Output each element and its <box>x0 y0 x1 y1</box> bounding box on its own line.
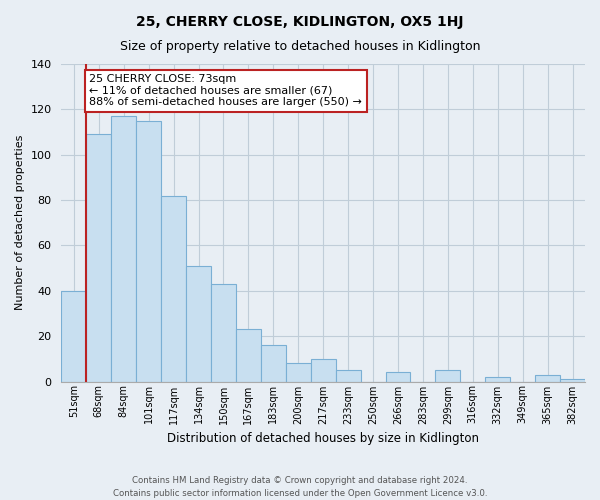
X-axis label: Distribution of detached houses by size in Kidlington: Distribution of detached houses by size … <box>167 432 479 445</box>
Bar <box>535 374 560 382</box>
Bar <box>111 116 136 382</box>
Bar <box>86 134 111 382</box>
Y-axis label: Number of detached properties: Number of detached properties <box>15 135 25 310</box>
Text: Size of property relative to detached houses in Kidlington: Size of property relative to detached ho… <box>120 40 480 53</box>
Bar <box>386 372 410 382</box>
Bar <box>485 377 510 382</box>
Bar <box>286 364 311 382</box>
Bar <box>61 291 86 382</box>
Bar <box>211 284 236 382</box>
Bar <box>236 330 261 382</box>
Bar <box>186 266 211 382</box>
Bar <box>161 196 186 382</box>
Bar <box>560 379 585 382</box>
Text: Contains HM Land Registry data © Crown copyright and database right 2024.
Contai: Contains HM Land Registry data © Crown c… <box>113 476 487 498</box>
Bar <box>436 370 460 382</box>
Bar <box>335 370 361 382</box>
Bar <box>136 120 161 382</box>
Text: 25, CHERRY CLOSE, KIDLINGTON, OX5 1HJ: 25, CHERRY CLOSE, KIDLINGTON, OX5 1HJ <box>136 15 464 29</box>
Text: 25 CHERRY CLOSE: 73sqm
← 11% of detached houses are smaller (67)
88% of semi-det: 25 CHERRY CLOSE: 73sqm ← 11% of detached… <box>89 74 362 108</box>
Bar <box>311 359 335 382</box>
Bar <box>261 345 286 382</box>
